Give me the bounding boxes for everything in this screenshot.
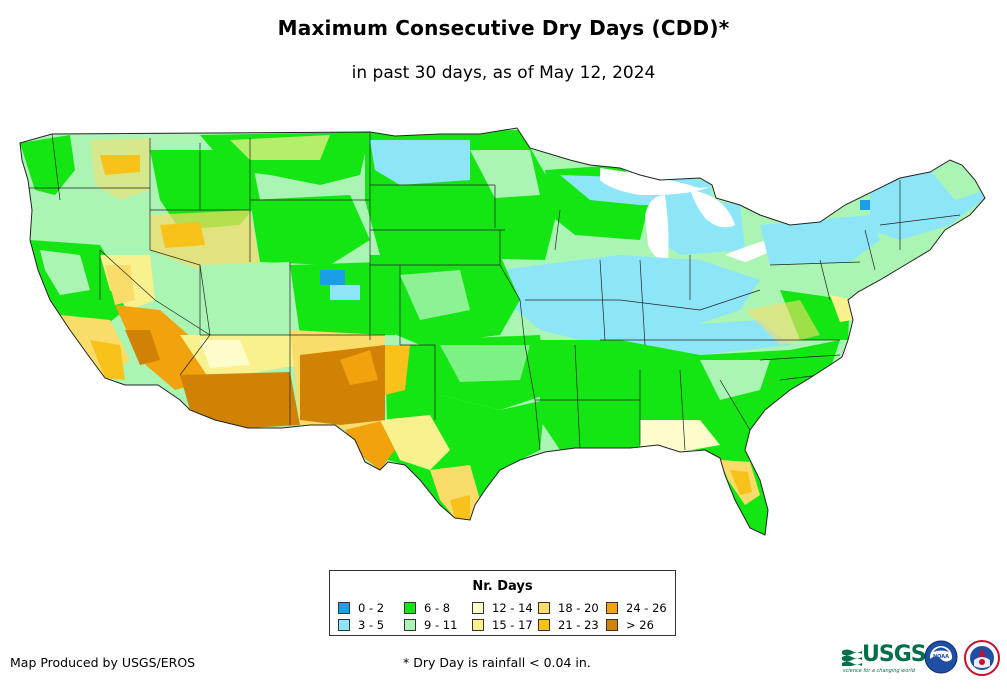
legend-item: 12 - 14 [472,601,538,615]
legend-swatch [404,619,416,631]
legend-label: 0 - 2 [358,601,385,615]
map-subtitle: in past 30 days, as of May 12, 2024 [351,63,656,83]
legend-label: 3 - 5 [358,618,385,632]
legend-label: 15 - 17 [492,618,533,632]
legend-item: 15 - 17 [472,618,538,632]
usgs-logo: USGS science for a changing world [842,642,927,674]
nws-logo [964,640,1000,676]
legend-swatch [338,619,350,631]
legend-swatch [472,619,484,631]
legend-item: 3 - 5 [338,618,404,632]
legend-swatch [338,602,350,614]
map-title: Maximum Consecutive Dry Days (CDD)* [277,16,730,40]
legend-item: 21 - 23 [538,618,606,632]
usgs-tagline: science for a changing world [843,668,915,674]
legend-label: > 26 [626,618,654,632]
usgs-wordmark: USGS [862,642,927,667]
map-legend: Nr. Days 0 - 2 6 - 8 12 - 14 18 - 20 24 … [329,570,676,636]
legend-label: 6 - 8 [424,601,451,615]
legend-swatch [538,619,550,631]
legend-item: > 26 [606,618,672,632]
legend-item: 9 - 11 [404,618,472,632]
legend-item: 6 - 8 [404,601,472,615]
legend-grid: 0 - 2 6 - 8 12 - 14 18 - 20 24 - 26 3 - … [338,601,672,632]
legend-item: 18 - 20 [538,601,606,615]
noaa-logo-text: NOAA [933,654,949,660]
map-credit: Map Produced by USGS/EROS [10,655,196,670]
legend-swatch [606,619,618,631]
agency-logos: USGS science for a changing world NOAA [842,640,1002,678]
legend-label: 9 - 11 [424,618,458,632]
noaa-logo: NOAA [924,640,958,674]
legend-item: 24 - 26 [606,601,672,615]
legend-item: 0 - 2 [338,601,404,615]
legend-swatch [606,602,618,614]
legend-title: Nr. Days [472,579,533,594]
legend-swatch [538,602,550,614]
legend-label: 12 - 14 [492,601,533,615]
us-dry-days-map [19,127,986,536]
legend-label: 18 - 20 [558,601,599,615]
legend-label: 21 - 23 [558,618,599,632]
legend-swatch [472,602,484,614]
legend-swatch [404,602,416,614]
legend-label: 24 - 26 [626,601,667,615]
usgs-wave-icon [842,649,862,666]
dry-day-footnote: * Dry Day is rainfall < 0.04 in. [403,655,591,670]
